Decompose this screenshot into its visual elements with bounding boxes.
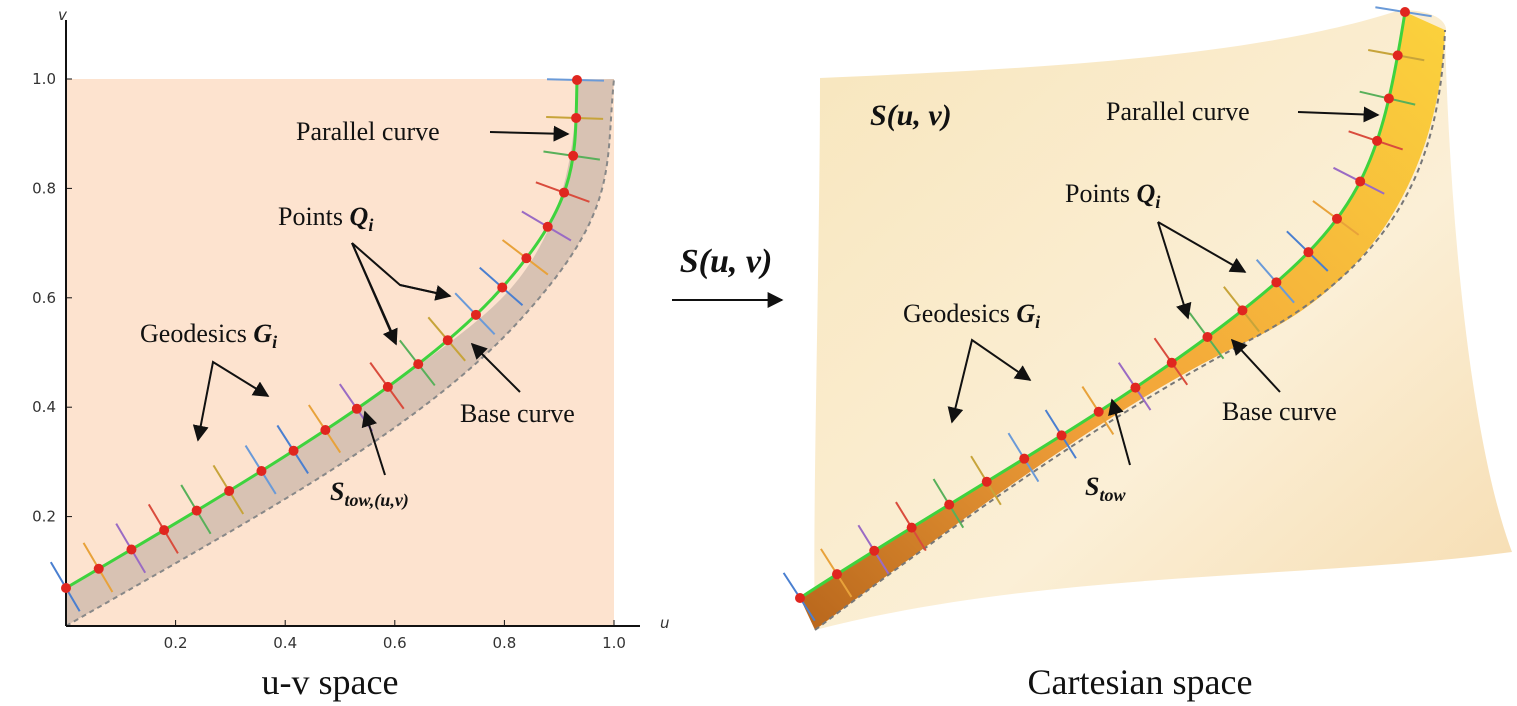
point-q <box>521 253 531 263</box>
point-q <box>571 113 581 123</box>
points-label: Points Qi <box>278 202 373 235</box>
point-q <box>192 506 202 516</box>
point-q <box>352 404 362 414</box>
subscript: i <box>1155 192 1160 212</box>
point-q <box>61 583 71 593</box>
point-q <box>1303 247 1313 257</box>
x-tick-label: 1.0 <box>602 634 626 652</box>
point-q <box>543 222 553 232</box>
point-q <box>497 282 507 292</box>
point-q <box>1019 454 1029 464</box>
symbol: S <box>1085 472 1099 501</box>
geodesics-label: Geodesics Gi <box>903 299 1040 332</box>
y-tick-label: 0.4 <box>32 398 56 416</box>
v-label: v <box>58 6 68 24</box>
text: Geodesics <box>903 299 1010 328</box>
x-tick-label: 0.2 <box>164 634 188 652</box>
point-q <box>1393 50 1403 60</box>
point-q <box>568 151 578 161</box>
caption: Cartesian space <box>1028 662 1253 702</box>
subscript: i <box>1035 312 1040 332</box>
geodesics-label: Geodesics Gi <box>140 319 277 352</box>
point-q <box>94 564 104 574</box>
point-q <box>982 477 992 487</box>
text: Points <box>278 202 343 231</box>
point-q <box>1400 7 1410 17</box>
parallel-curve-label: Parallel curve <box>1106 97 1250 126</box>
x-tick-label: 0.8 <box>492 634 516 652</box>
point-q <box>944 500 954 510</box>
parallel-curve-label: Parallel curve <box>296 117 440 146</box>
subscript: i <box>368 215 373 235</box>
point-q <box>1372 136 1382 146</box>
caption: u-v space <box>262 662 399 702</box>
y-tick-label: 0.8 <box>32 179 56 197</box>
point-q <box>383 382 393 392</box>
point-q <box>224 486 234 496</box>
subscript: tow,(u,v) <box>344 490 408 511</box>
point-q <box>1332 214 1342 224</box>
point-q <box>413 359 423 369</box>
figure: u v 0.2 0.4 0.6 0.8 1.0 0.2 0.4 0.6 0.8 1.0 Para… <box>0 0 1517 706</box>
point-q <box>1271 277 1281 287</box>
point-q <box>1237 305 1247 315</box>
y-tick-label: 0.2 <box>32 508 56 526</box>
subscript: i <box>272 332 277 352</box>
symbol: S <box>330 477 344 506</box>
point-q <box>832 569 842 579</box>
base-curve-label: Base curve <box>1222 397 1337 426</box>
symbol: G <box>1016 299 1035 328</box>
point-q <box>1202 332 1212 342</box>
point-q <box>320 425 330 435</box>
subscript: tow <box>1099 485 1126 505</box>
point-q <box>1094 407 1104 417</box>
point-q <box>1384 93 1394 103</box>
point-q <box>907 523 917 533</box>
point-q <box>1057 430 1067 440</box>
text: Geodesics <box>140 319 247 348</box>
point-q <box>869 546 879 556</box>
cartesian-surface: S(u, v) Parallel curve Points Qi Geodesi… <box>784 7 1512 702</box>
point-q <box>1355 176 1365 186</box>
symbol: Q <box>350 202 369 231</box>
point-q <box>471 310 481 320</box>
y-tick-label: 1.0 <box>32 70 56 88</box>
point-q <box>572 75 582 85</box>
y-tick-label: 0.6 <box>32 289 56 307</box>
text: Points <box>1065 179 1130 208</box>
point-q <box>126 545 136 555</box>
point-q <box>256 466 266 476</box>
point-q <box>443 335 453 345</box>
point-q <box>1130 383 1140 393</box>
surface-label: S(u, v) <box>870 99 952 132</box>
point-q <box>159 525 169 535</box>
point-q <box>795 593 805 603</box>
u-label: u <box>660 614 670 632</box>
x-tick-label: 0.6 <box>383 634 407 652</box>
point-q <box>289 446 299 456</box>
point-q <box>1167 358 1177 368</box>
uv-plot: u v 0.2 0.4 0.6 0.8 1.0 0.2 0.4 0.6 0.8 1.0 Para… <box>32 6 669 702</box>
x-tick-label: 0.4 <box>273 634 297 652</box>
symbol: G <box>253 319 272 348</box>
base-curve-label: Base curve <box>460 399 575 428</box>
symbol: Q <box>1137 179 1156 208</box>
mapping-label: S(u, v) <box>680 243 773 280</box>
point-q <box>559 188 569 198</box>
points-label: Points Qi <box>1065 179 1160 212</box>
